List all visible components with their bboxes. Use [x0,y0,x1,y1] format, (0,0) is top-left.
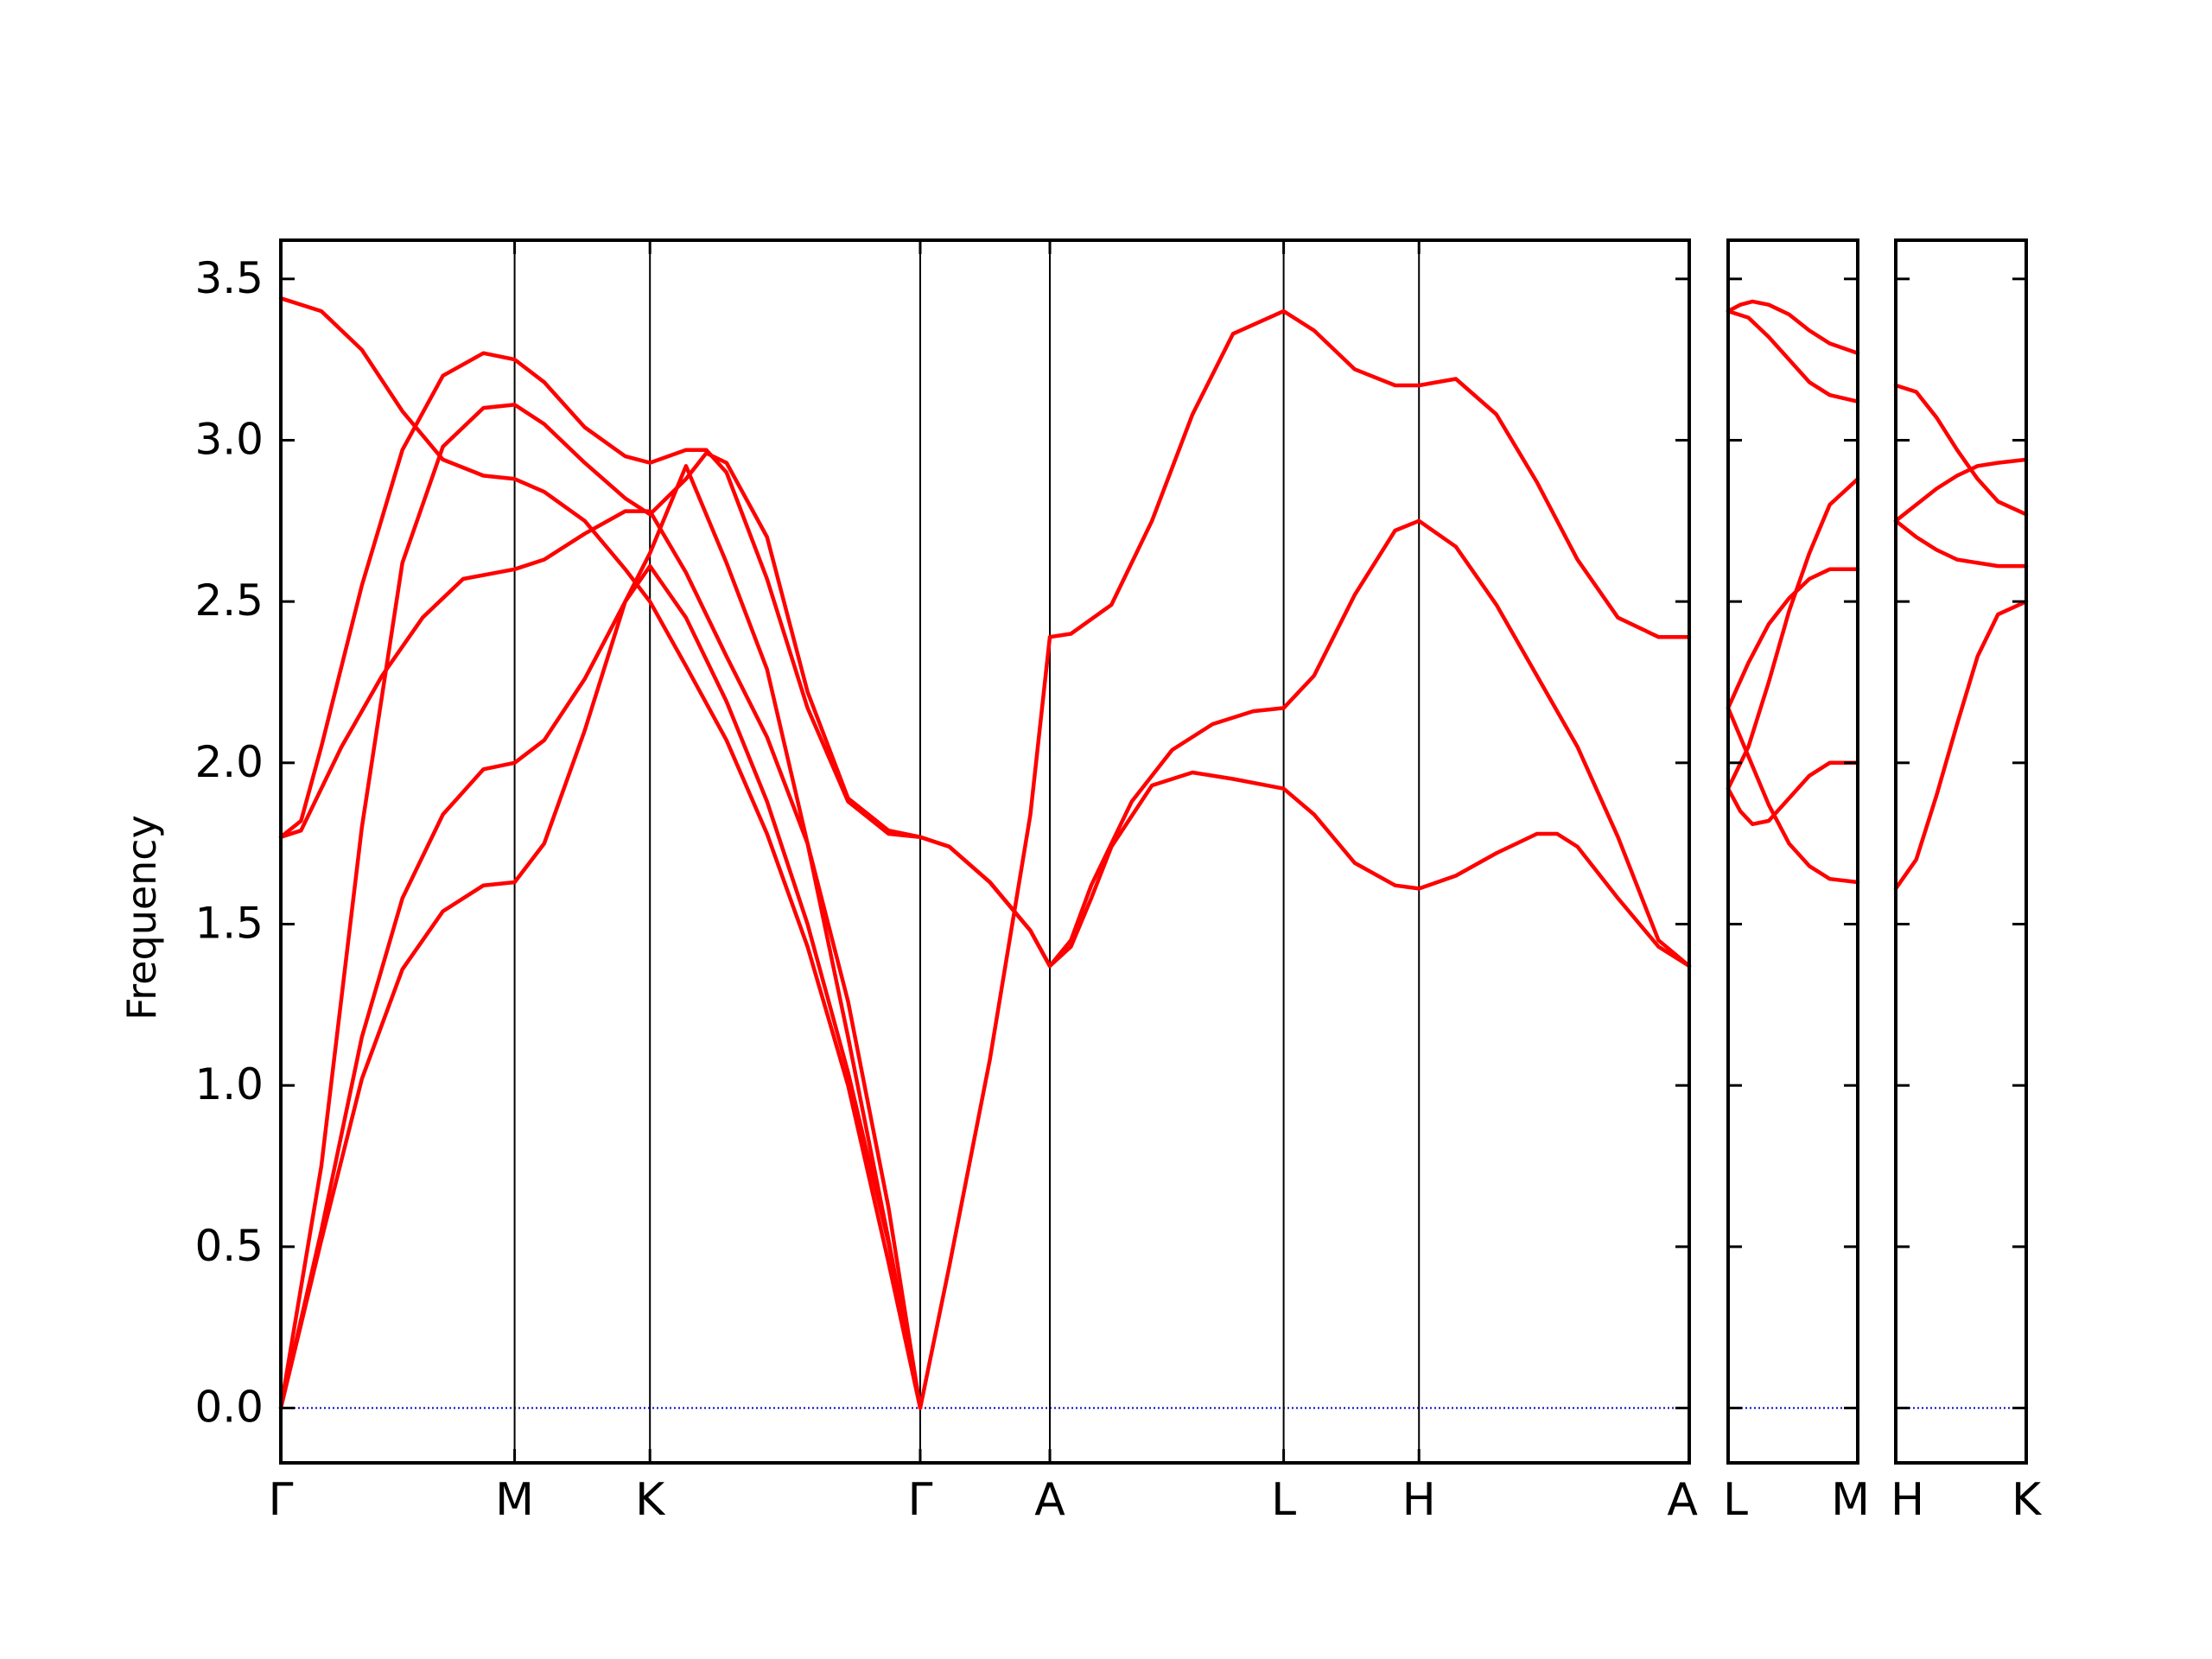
band-line-3 [1893,518,2029,569]
band-line-4 [278,403,923,1410]
y-tick-label: 3.5 [194,253,264,303]
x-tick-label: L [1723,1474,1748,1526]
band-line-1 [1893,383,2029,517]
band-line-4 [1726,477,1860,791]
y-tick-label: 1.5 [194,899,264,949]
band-line-1 [1726,299,1860,355]
band-line-3 [1726,567,1860,710]
panel-frame [1726,238,1859,1465]
band-line-8 [918,518,1692,969]
band-line-5 [1726,760,1860,827]
band-line-2 [1893,457,2029,524]
y-tick-label: 1.0 [194,1059,264,1109]
band-line-2 [1726,308,1860,404]
chart-panels: 0.00.51.01.52.02.53.03.5Γ M K Γ A L H A L M H K [194,238,2043,1526]
y-tick-label: 2.0 [194,737,264,787]
band-line-6 [278,563,923,1410]
panel-1: 0.0 0.5 1.0 1.5 2.0 2.5 3.0 3.5 Γ M K Γ A L H A [194,238,1698,1526]
y-tick-label: 3.0 [194,414,264,464]
x-tick-label: K [635,1474,666,1526]
y-tick-label: 0.0 [194,1382,264,1433]
band-line-3 [278,351,923,839]
panel-frame [279,238,1691,1465]
y-axis-label: Frequency [118,815,165,1020]
x-tick-label: M [495,1474,534,1526]
y-tick-label: 0.5 [194,1221,264,1271]
x-tick-label: Γ [907,1474,932,1526]
x-tick-label: H [1402,1474,1436,1526]
panel-frame [1894,238,2028,1465]
y-tick-label: 2.5 [194,575,264,626]
x-tick-label: L [1271,1474,1296,1526]
x-tick-label: H [1891,1474,1924,1526]
x-tick-label: A [1667,1474,1698,1526]
x-tick-label: K [2012,1474,2043,1526]
x-tick-label: Γ [269,1474,294,1526]
band-line-6 [1726,706,1860,885]
band-line-5 [278,464,923,1410]
x-tick-label: M [1831,1474,1870,1526]
x-tick-label: A [1034,1474,1065,1526]
band-line-4 [1893,599,2029,891]
band-line-9 [918,770,1692,969]
band-line-7 [918,308,1692,1410]
band-line-1 [278,296,923,1410]
